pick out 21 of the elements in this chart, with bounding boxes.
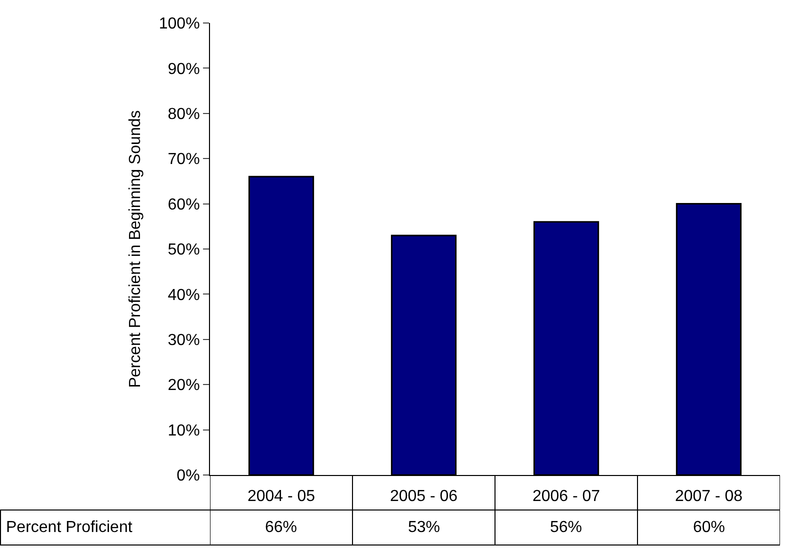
x-tick-label: 2004 - 05 bbox=[247, 488, 316, 506]
y-tick-label: 70% bbox=[168, 151, 200, 168]
x-tick-label: 2007 - 08 bbox=[674, 488, 743, 506]
y-tick-label: 10% bbox=[168, 422, 200, 440]
legend-label: Percent Proficient bbox=[6, 519, 133, 536]
y-tick-label: 30% bbox=[168, 332, 200, 349]
y-tick-label: 50% bbox=[168, 242, 200, 259]
y-tick-label: 20% bbox=[168, 377, 200, 394]
y-tick-label: 60% bbox=[168, 196, 200, 214]
y-tick-label: 90% bbox=[168, 60, 200, 78]
y-tick-label: 80% bbox=[168, 106, 200, 123]
y-axis-title: Percent Proficient in Beginning Sounds bbox=[126, 110, 144, 388]
x-tick-label: 2006 - 07 bbox=[532, 488, 600, 506]
y-tick-label: 0% bbox=[176, 468, 200, 485]
data-label: 56% bbox=[550, 519, 582, 536]
y-tick-label: 40% bbox=[168, 286, 200, 304]
data-label: 53% bbox=[408, 519, 440, 536]
x-tick-label: 2005 - 06 bbox=[390, 488, 458, 506]
data-label: 66% bbox=[265, 519, 298, 536]
data-label: 60% bbox=[693, 519, 726, 536]
y-tick-label: 100% bbox=[158, 16, 200, 33]
